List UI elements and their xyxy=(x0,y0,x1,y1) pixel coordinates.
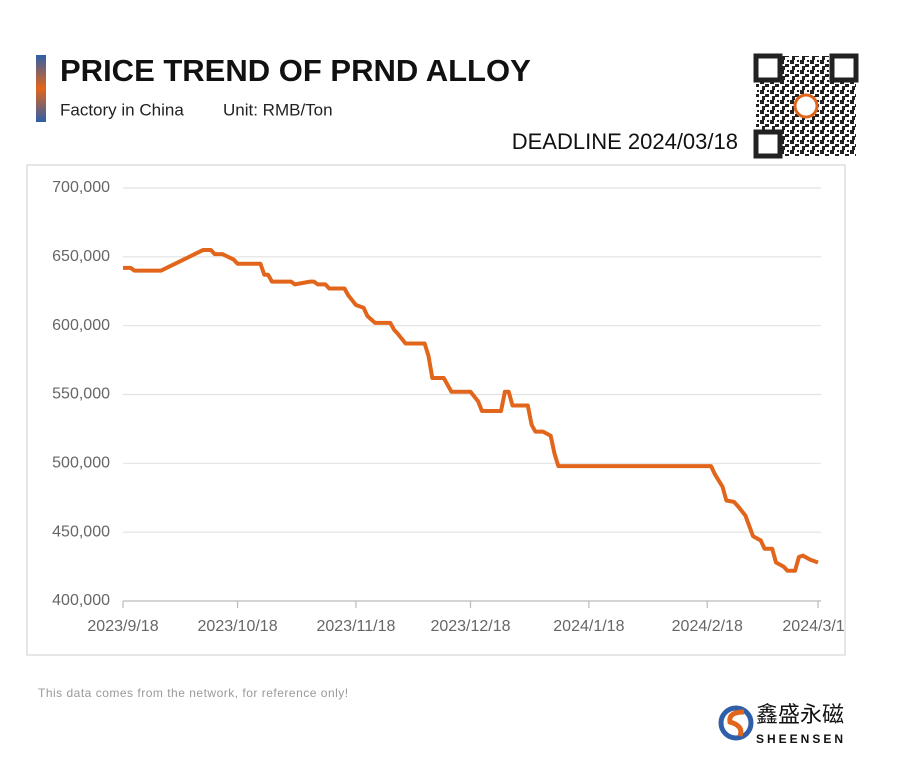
source-note: This data comes from the network, for re… xyxy=(38,686,349,700)
title: PRICE TREND OF PRND ALLOY xyxy=(60,53,531,88)
x-tick-label: 2024/2/18 xyxy=(672,618,743,635)
y-tick-label: 500,000 xyxy=(52,455,110,472)
price-line xyxy=(123,247,819,573)
x-tick-label: 2024/3/18 xyxy=(782,618,853,635)
subtitle: Factory in China xyxy=(60,100,184,119)
y-tick-label: 600,000 xyxy=(52,317,110,334)
unit: Unit: RMB/Ton xyxy=(223,100,333,119)
y-tick-label: 400,000 xyxy=(52,592,110,609)
plot: 400,000 450,000 500,000 550,000 600,000 650,0… xyxy=(52,179,853,635)
x-tick-label: 2023/10/18 xyxy=(198,618,278,635)
deadline: DEADLINE 2024/03/18 xyxy=(512,129,738,154)
y-tick-label: 700,000 xyxy=(52,179,110,196)
accent-bar xyxy=(36,55,46,122)
x-tick-label: 2023/12/18 xyxy=(430,618,510,635)
y-tick-label: 550,000 xyxy=(52,386,110,403)
logo-name: 鑫盛永磁 xyxy=(756,702,844,727)
y-tick-label: 450,000 xyxy=(52,523,110,540)
x-tick-label: 2023/9/18 xyxy=(87,618,158,635)
y-tick-label: 650,000 xyxy=(52,248,110,265)
x-tick-label: 2024/1/18 xyxy=(553,618,624,635)
logo: 鑫盛永磁 SHEENSEN xyxy=(718,702,846,746)
logo-latin: SHEENSEN xyxy=(756,732,846,746)
chart-frame xyxy=(26,164,846,656)
qr-code xyxy=(753,53,859,159)
x-tick-label: 2023/11/18 xyxy=(316,618,395,635)
